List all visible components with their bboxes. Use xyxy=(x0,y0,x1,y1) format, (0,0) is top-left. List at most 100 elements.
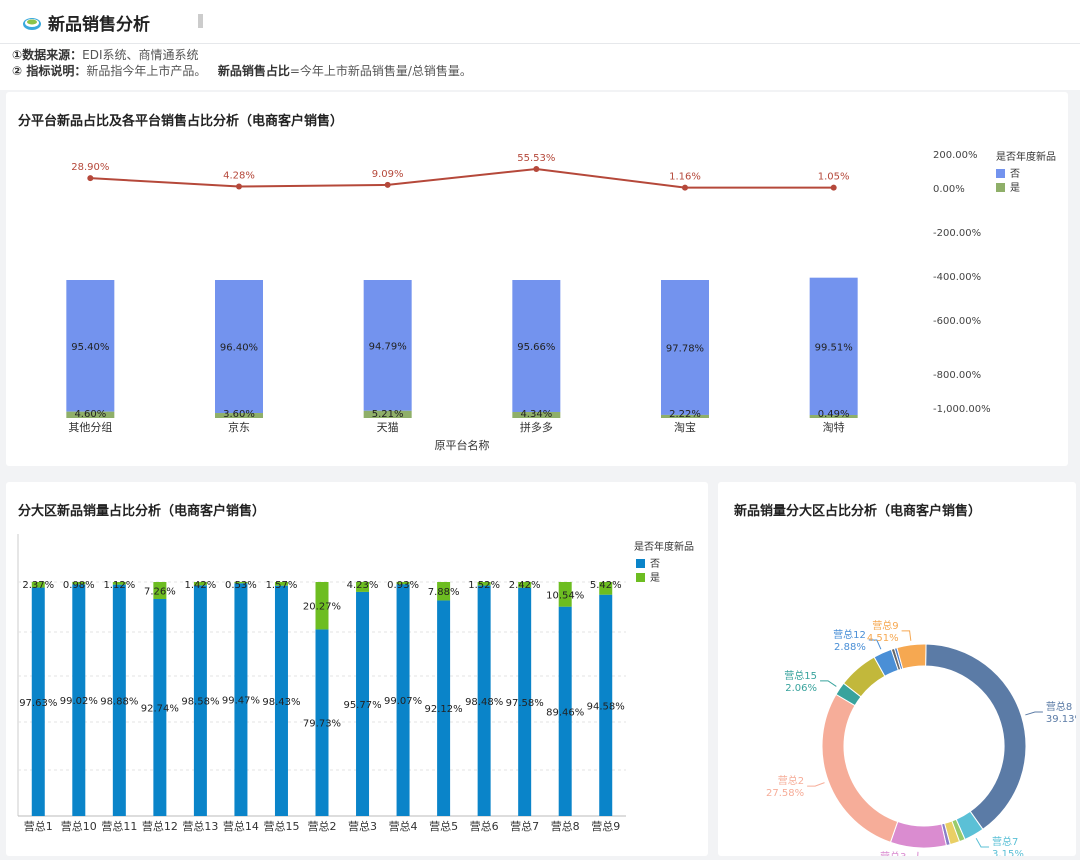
bar-yes xyxy=(809,415,858,418)
y2-tick-label: 200.00% xyxy=(933,150,978,161)
bar-yes xyxy=(512,412,561,418)
line-point xyxy=(682,184,688,191)
bar-no-label: 99.51% xyxy=(815,342,853,353)
legend-item: 是 xyxy=(1010,182,1020,194)
x-tick-label: 拼多多 xyxy=(520,420,553,434)
bar-no-label: 98.48% xyxy=(465,697,503,708)
donut-slice-name: 营总3 xyxy=(880,850,906,856)
bar-yes-label: 7.26% xyxy=(144,586,176,597)
y2-tick-label: -1,000.00% xyxy=(933,404,991,415)
donut-slice-name: 营总2 xyxy=(778,774,804,787)
region-chart-panel: 分大区新品销量占比分析（电商客户销售） 是否年度新品否是 2.37% 97.63% 营… xyxy=(6,482,708,856)
x-tick-label: 营总10 xyxy=(61,819,97,833)
legend-swatch xyxy=(636,559,645,568)
bar-no xyxy=(661,280,709,415)
bar-no-label: 79.73% xyxy=(303,719,341,730)
donut-slice-name: 营总12 xyxy=(833,628,866,641)
bar-yes-label: 0.98% xyxy=(63,580,95,591)
bar-yes-label: 1.57% xyxy=(266,580,298,591)
line-point-label: 9.09% xyxy=(372,169,404,180)
notes-line-2: ② 指标说明：新品指今年上市产品。 新品销售占比=今年上市新品销售量/总销售量。 xyxy=(12,63,1080,79)
header-divider xyxy=(198,14,203,28)
legend-title: 是否年度新品 xyxy=(996,150,1056,163)
notes-line-2-text: 新品指今年上市产品。 xyxy=(86,64,207,78)
donut-leader-line xyxy=(820,680,837,687)
donut-slice-name: 营总9 xyxy=(872,619,898,632)
x-tick-label: 天猫 xyxy=(377,421,399,434)
region-pie-title: 新品销量分大区占比分析（电商客户销售） xyxy=(734,504,982,519)
bar-no xyxy=(66,280,115,412)
x-tick-label: 营总13 xyxy=(182,819,218,833)
bar-yes xyxy=(477,582,491,586)
bar-yes xyxy=(661,414,709,418)
bar-no xyxy=(72,584,86,816)
bar-yes-label: 0.53% xyxy=(225,580,257,591)
line-point xyxy=(533,166,540,172)
notes-section: ①数据来源：EDI系统、商情通系统 ② 指标说明：新品指今年上市产品。 新品销售… xyxy=(0,44,1080,90)
donut-slice-label: 3.15% xyxy=(992,849,1024,856)
notes-line-1-label: ①数据来源： xyxy=(12,48,83,62)
legend-item: 是 xyxy=(650,572,660,584)
x-tick-label: 营总7 xyxy=(510,819,539,833)
bar-yes-label: 0.49% xyxy=(818,409,850,420)
bar-no xyxy=(112,584,126,816)
bar-no-label: 98.88% xyxy=(100,696,138,707)
bar-no xyxy=(809,277,858,415)
page-title: 新品销售分析 xyxy=(48,15,150,35)
donut-slice xyxy=(896,643,927,670)
x-tick-label: 营总9 xyxy=(591,819,620,833)
x-tick-label: 营总3 xyxy=(348,819,377,833)
x-axis-label: 原平台名称 xyxy=(435,438,490,452)
donut-slice-label: 39.13% xyxy=(1046,714,1076,725)
bar-no xyxy=(274,585,288,816)
x-tick-label: 营总12 xyxy=(142,819,178,833)
bar-no xyxy=(315,629,329,816)
bar-yes-label: 4.34% xyxy=(520,409,552,420)
donut-slice-label: 27.58% xyxy=(766,788,804,799)
notes-line-2-tail: =今年上市新品销售量/总销售量。 xyxy=(289,64,472,78)
bar-no-label: 96.40% xyxy=(220,343,258,354)
region-chart-title: 分大区新品销量占比分析（电商客户销售） xyxy=(18,504,266,519)
bar-yes-label: 7.88% xyxy=(428,587,460,598)
donut-leader-line xyxy=(1025,711,1043,716)
line-point xyxy=(236,183,242,190)
donut-leader-line xyxy=(917,851,919,856)
line-point-label: 55.53% xyxy=(517,153,555,164)
bar-yes xyxy=(315,582,329,630)
bar-yes-label: 2.22% xyxy=(669,409,701,420)
donut-leader-line xyxy=(975,838,990,848)
bar-no xyxy=(437,600,451,816)
x-tick-label: 营总8 xyxy=(551,819,580,833)
bar-yes xyxy=(66,411,115,418)
bar-yes-label: 0.93% xyxy=(387,580,419,591)
x-tick-label: 京东 xyxy=(228,420,250,434)
bar-no xyxy=(234,583,248,816)
app-logo-icon xyxy=(23,18,41,30)
bar-no-label: 98.43% xyxy=(262,697,300,708)
bar-no-label: 92.74% xyxy=(141,703,179,714)
x-tick-label: 营总11 xyxy=(101,819,137,833)
notes-line-2-label: ② 指标说明： xyxy=(12,64,87,78)
x-tick-label: 营总4 xyxy=(389,819,418,833)
notes-line-2-bold: 新品销售占比 xyxy=(217,64,290,78)
bar-no-label: 97.58% xyxy=(506,698,544,709)
bar-no xyxy=(396,584,410,816)
donut-slice-label: 4.51% xyxy=(867,633,899,644)
bar-yes-label: 5.21% xyxy=(372,409,404,420)
bar-yes-label: 1.52% xyxy=(468,580,500,591)
bar-no xyxy=(215,280,263,414)
x-tick-label: 营总1 xyxy=(24,819,53,833)
donut-slice-name: 营总15 xyxy=(784,669,817,682)
bar-yes xyxy=(234,582,248,584)
bar-no-label: 97.78% xyxy=(666,343,704,354)
x-tick-label: 淘特 xyxy=(823,420,845,434)
y2-tick-label: 0.00% xyxy=(933,184,965,195)
legend-title: 是否年度新品 xyxy=(634,540,694,553)
line-point-label: 4.28% xyxy=(223,171,255,182)
bar-no-label: 99.47% xyxy=(222,696,260,707)
bar-no-label: 95.40% xyxy=(71,342,109,353)
x-tick-label: 淘宝 xyxy=(674,420,696,434)
y2-tick-label: -600.00% xyxy=(933,316,981,327)
bar-no-label: 92.12% xyxy=(425,704,463,715)
